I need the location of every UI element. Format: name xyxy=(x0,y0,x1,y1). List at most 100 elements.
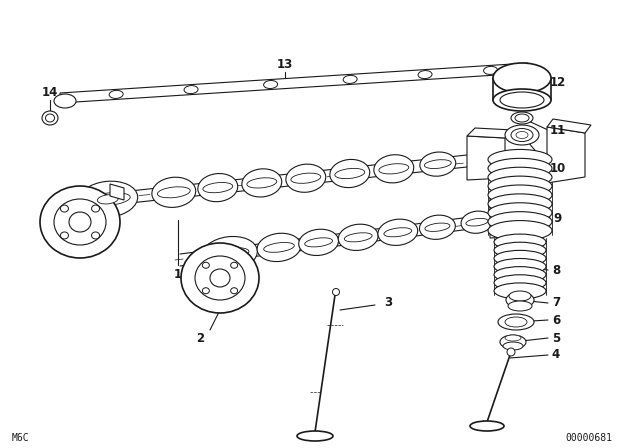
Ellipse shape xyxy=(511,112,533,124)
Ellipse shape xyxy=(494,258,546,275)
Ellipse shape xyxy=(419,215,455,239)
Ellipse shape xyxy=(330,159,370,188)
Ellipse shape xyxy=(425,223,450,232)
Ellipse shape xyxy=(505,335,521,341)
Ellipse shape xyxy=(264,242,294,252)
Ellipse shape xyxy=(500,92,544,108)
Polygon shape xyxy=(60,63,528,103)
Ellipse shape xyxy=(230,262,237,268)
Polygon shape xyxy=(467,128,513,138)
Text: M6C: M6C xyxy=(12,433,29,443)
Ellipse shape xyxy=(152,177,196,207)
Ellipse shape xyxy=(203,182,233,193)
Ellipse shape xyxy=(92,232,100,239)
Text: 13: 13 xyxy=(277,59,293,72)
Ellipse shape xyxy=(494,275,546,291)
Ellipse shape xyxy=(202,262,209,268)
Ellipse shape xyxy=(378,219,418,246)
Text: 10: 10 xyxy=(550,161,566,175)
Ellipse shape xyxy=(374,155,413,183)
Text: 12: 12 xyxy=(550,76,566,89)
Ellipse shape xyxy=(184,86,198,94)
Ellipse shape xyxy=(503,342,523,350)
Ellipse shape xyxy=(488,158,552,178)
Ellipse shape xyxy=(286,164,326,192)
Ellipse shape xyxy=(202,288,209,294)
Ellipse shape xyxy=(242,169,282,197)
Ellipse shape xyxy=(264,81,278,89)
Polygon shape xyxy=(547,127,585,183)
Ellipse shape xyxy=(297,431,333,441)
Ellipse shape xyxy=(210,269,230,287)
Ellipse shape xyxy=(181,243,259,313)
Ellipse shape xyxy=(195,256,245,300)
Ellipse shape xyxy=(344,233,372,242)
Ellipse shape xyxy=(45,114,54,122)
Polygon shape xyxy=(547,119,591,133)
Text: 7: 7 xyxy=(552,297,560,310)
Ellipse shape xyxy=(97,195,118,204)
Ellipse shape xyxy=(40,186,120,258)
Ellipse shape xyxy=(494,234,546,250)
Ellipse shape xyxy=(500,335,526,349)
Ellipse shape xyxy=(507,348,515,356)
Text: 9: 9 xyxy=(554,211,562,224)
Ellipse shape xyxy=(488,194,552,214)
Ellipse shape xyxy=(247,178,276,188)
Text: 6: 6 xyxy=(552,314,560,327)
Ellipse shape xyxy=(516,132,528,138)
Ellipse shape xyxy=(257,233,301,262)
Ellipse shape xyxy=(333,289,339,296)
Ellipse shape xyxy=(484,66,497,74)
Ellipse shape xyxy=(515,114,529,122)
Ellipse shape xyxy=(505,125,539,145)
Text: 2: 2 xyxy=(196,332,204,345)
Text: 00000681: 00000681 xyxy=(565,433,612,443)
Ellipse shape xyxy=(466,218,488,226)
Ellipse shape xyxy=(339,224,378,250)
Ellipse shape xyxy=(210,248,249,260)
Ellipse shape xyxy=(488,203,552,223)
Text: 11: 11 xyxy=(550,124,566,137)
Ellipse shape xyxy=(384,228,412,237)
Polygon shape xyxy=(110,184,124,200)
Ellipse shape xyxy=(202,237,257,271)
Text: 1: 1 xyxy=(174,268,182,281)
Ellipse shape xyxy=(424,159,451,168)
Ellipse shape xyxy=(85,193,130,206)
Text: 8: 8 xyxy=(552,263,560,276)
Text: 14: 14 xyxy=(42,86,58,99)
Ellipse shape xyxy=(42,111,58,125)
Ellipse shape xyxy=(494,250,546,267)
Ellipse shape xyxy=(494,267,546,283)
Ellipse shape xyxy=(461,211,493,233)
Ellipse shape xyxy=(420,152,456,176)
Ellipse shape xyxy=(109,90,123,99)
Polygon shape xyxy=(467,136,505,180)
Ellipse shape xyxy=(488,150,552,169)
Ellipse shape xyxy=(511,129,533,142)
Ellipse shape xyxy=(488,167,552,187)
Ellipse shape xyxy=(493,89,551,111)
Ellipse shape xyxy=(418,71,432,78)
Ellipse shape xyxy=(60,232,68,239)
Ellipse shape xyxy=(343,75,357,83)
Ellipse shape xyxy=(291,173,321,183)
Ellipse shape xyxy=(522,64,534,72)
Ellipse shape xyxy=(494,283,546,299)
Ellipse shape xyxy=(299,229,339,255)
Ellipse shape xyxy=(488,220,552,241)
Ellipse shape xyxy=(305,238,333,247)
Ellipse shape xyxy=(470,421,504,431)
Ellipse shape xyxy=(54,94,76,108)
Ellipse shape xyxy=(505,317,527,327)
Ellipse shape xyxy=(494,242,546,258)
Ellipse shape xyxy=(92,205,100,212)
Ellipse shape xyxy=(157,187,190,198)
Ellipse shape xyxy=(488,176,552,196)
Ellipse shape xyxy=(335,168,365,179)
Ellipse shape xyxy=(508,301,532,311)
Ellipse shape xyxy=(54,199,106,245)
Ellipse shape xyxy=(498,314,534,330)
Polygon shape xyxy=(490,190,534,200)
